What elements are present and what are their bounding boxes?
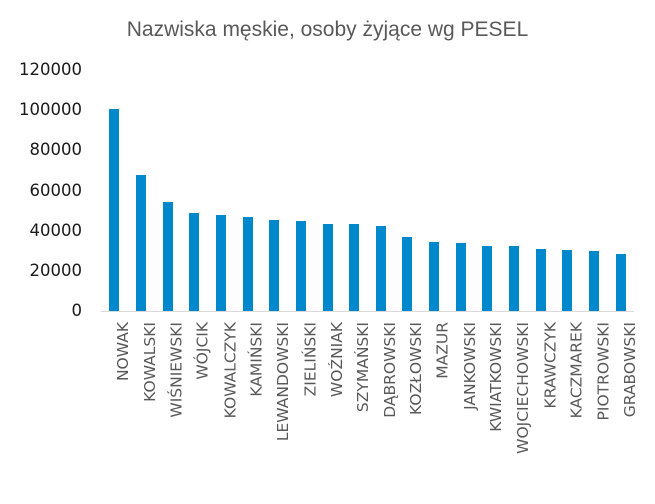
y-tick-label: 20000 xyxy=(29,260,83,280)
bar xyxy=(589,250,600,311)
x-tick-label: PIOTROWSKI xyxy=(594,322,613,421)
x-tick-label: KACZMAREK xyxy=(567,322,586,419)
x-tick-label: KOWALSKI xyxy=(140,322,159,402)
x-tick-label: LEWANDOWSKI xyxy=(274,322,293,442)
x-tick-label: GRABOWSKI xyxy=(620,322,639,418)
bar xyxy=(375,226,386,311)
x-tick-label: WOŹNIAK xyxy=(327,322,346,398)
x-tick-label: KOWALCZYK xyxy=(221,322,240,419)
x-tick-label: WOJCIECHOWSKI xyxy=(513,322,532,454)
bar xyxy=(509,245,520,311)
bar xyxy=(215,215,226,311)
y-tick-label: 80000 xyxy=(29,140,83,160)
x-tick-label: KWIATKOWSKI xyxy=(487,322,506,432)
x-tick-label: KRAWCZYK xyxy=(541,322,560,409)
bar xyxy=(295,221,306,311)
x-tick-label: WÓJCIK xyxy=(193,322,212,380)
y-tick-label: 0 xyxy=(71,301,83,320)
x-tick-label: ZIELIŃSKI xyxy=(301,322,320,397)
x-tick-label: JANKOWSKI xyxy=(460,322,479,410)
x-tick-label: DĄBROWSKI xyxy=(380,322,399,418)
y-tick-label: 60000 xyxy=(29,180,83,200)
bar xyxy=(562,249,573,311)
x-tick-label: SZYMAŃSKI xyxy=(354,322,373,413)
chart-title: Nazwiska męskie, osoby żyjące wg PESEL xyxy=(126,18,529,41)
x-tick-label: NOWAK xyxy=(114,322,133,382)
bar xyxy=(269,220,280,311)
y-tick-label: 40000 xyxy=(29,220,83,240)
bar xyxy=(135,175,146,311)
bar xyxy=(322,224,333,311)
bar xyxy=(109,108,120,311)
x-axis-line xyxy=(101,311,634,312)
bar xyxy=(535,248,546,311)
bar xyxy=(349,224,360,311)
x-tick-label: KAMIŃSKI xyxy=(247,322,266,397)
bar xyxy=(242,217,253,311)
bar xyxy=(402,236,413,311)
bar xyxy=(162,201,173,311)
bar xyxy=(615,253,626,311)
x-tick-label: WIŚNIEWSKI xyxy=(167,322,186,418)
x-tick-label: KOZŁOWSKI xyxy=(407,322,426,415)
bar xyxy=(429,241,440,311)
bar xyxy=(189,212,200,311)
y-tick-label: 120000 xyxy=(19,60,82,79)
y-tick-label: 100000 xyxy=(19,100,82,120)
x-tick-label: MAZUR xyxy=(433,322,452,379)
bar xyxy=(455,242,466,311)
bar xyxy=(482,245,493,311)
